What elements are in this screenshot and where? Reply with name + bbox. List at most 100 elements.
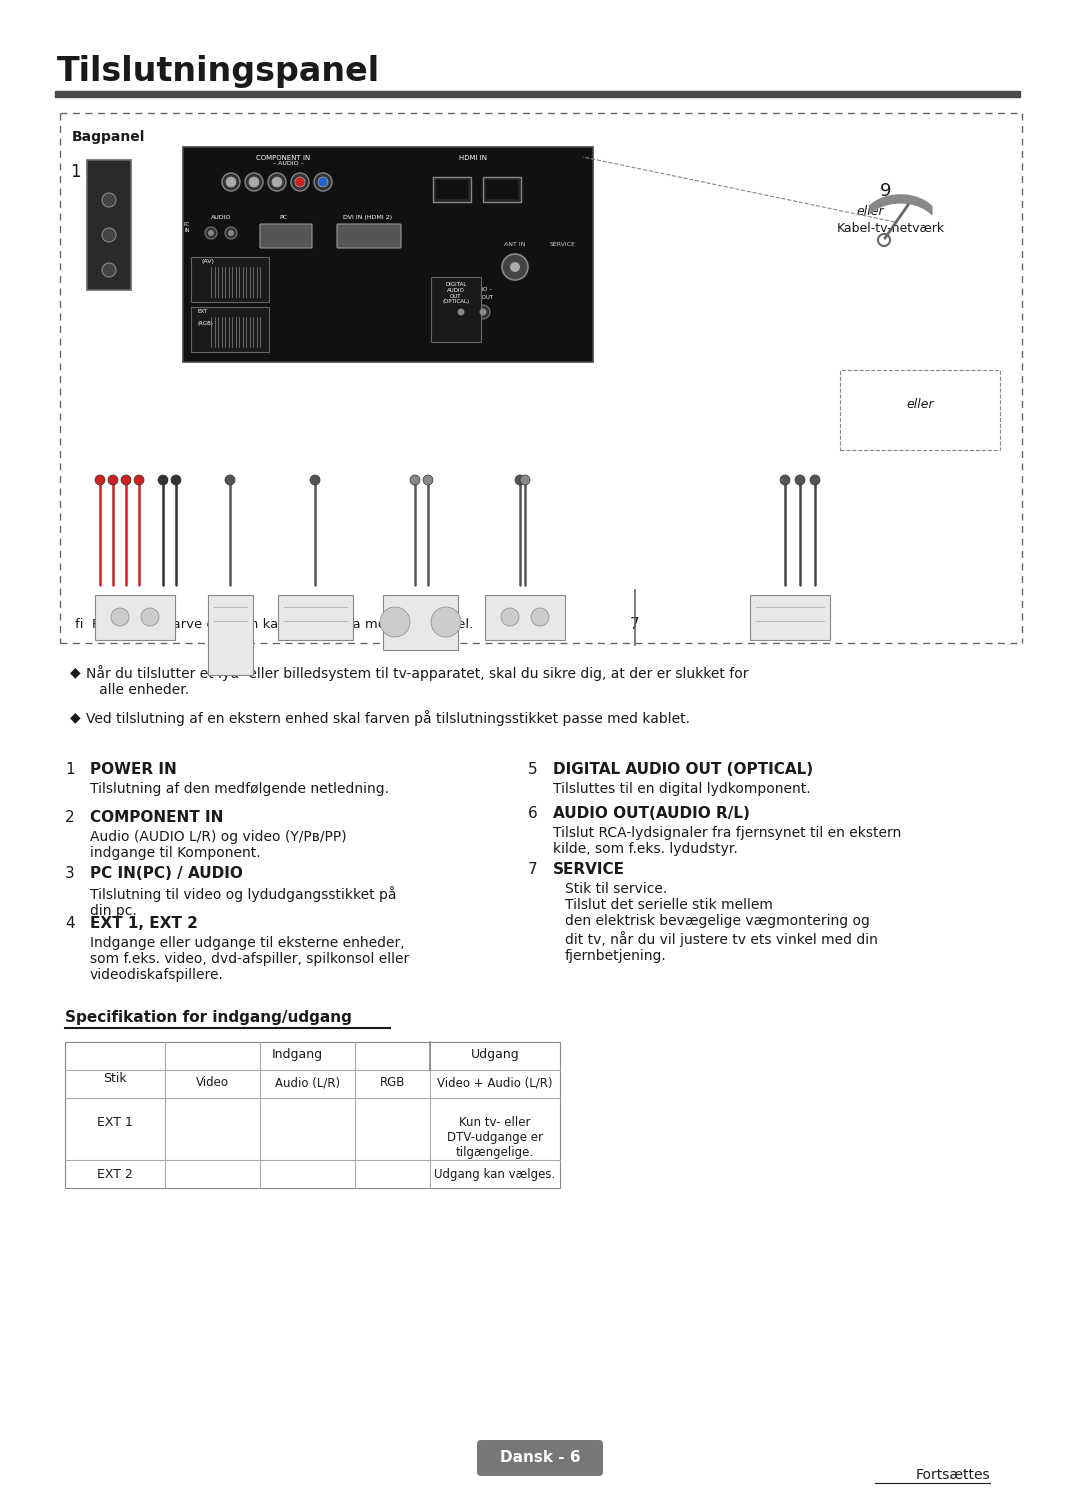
Text: Tilslutningspanel: Tilslutningspanel: [57, 55, 380, 88]
Text: Tilslutning til video og lydudgangsstikket på
din pc.: Tilslutning til video og lydudgangsstikk…: [90, 885, 396, 918]
Circle shape: [510, 262, 519, 272]
Text: PC IN(PC) / AUDIO: PC IN(PC) / AUDIO: [90, 866, 243, 881]
Bar: [65, 1042, 561, 1187]
Text: COMPONENT IN: COMPONENT IN: [256, 155, 310, 161]
Circle shape: [423, 475, 433, 485]
Text: ◆: ◆: [70, 665, 81, 679]
Text: EXT 1: EXT 1: [97, 1116, 133, 1129]
Text: DVI IN (HDMI 2): DVI IN (HDMI 2): [343, 214, 392, 220]
Text: Kun tv- eller
DTV-udgange er
tilgængelige.: Kun tv- eller DTV-udgange er tilgængelig…: [447, 1116, 543, 1159]
Text: Specifikation for indgang/udgang: Specifikation for indgang/udgang: [65, 1010, 352, 1025]
Circle shape: [141, 609, 159, 626]
Text: fi  Produktets farve og form kan variere fra model til model.: fi Produktets farve og form kan variere …: [75, 618, 473, 631]
Text: AUDIO: AUDIO: [211, 214, 231, 220]
Text: SERVICE: SERVICE: [550, 243, 576, 247]
Text: DIGITAL
AUDIO
OUT
(OPTICAL): DIGITAL AUDIO OUT (OPTICAL): [443, 283, 470, 305]
Text: Video + Audio (L/R): Video + Audio (L/R): [437, 1076, 553, 1089]
Text: SERVICE: SERVICE: [553, 862, 625, 876]
Text: 3: 3: [225, 618, 234, 632]
Text: Tilslut RCA-lydsignaler fra fjernsynet til en ekstern
kilde, som f.eks. lydudsty: Tilslut RCA-lydsignaler fra fjernsynet t…: [553, 826, 901, 856]
Text: Fortsættes: Fortsættes: [916, 1469, 990, 1482]
Text: EXT: EXT: [197, 310, 207, 314]
Text: 7: 7: [528, 862, 538, 876]
Text: Tilsluttes til en digital lydkomponent.: Tilsluttes til en digital lydkomponent.: [553, 783, 811, 796]
Text: Audio (L/R): Audio (L/R): [275, 1076, 340, 1089]
Text: 3: 3: [65, 866, 75, 881]
Text: – AUDIO –: – AUDIO –: [464, 287, 491, 292]
Circle shape: [795, 475, 805, 485]
Circle shape: [228, 231, 234, 237]
Text: (AV): (AV): [201, 259, 214, 263]
Circle shape: [268, 173, 286, 190]
Bar: [431, 277, 481, 342]
Text: PC
IN: PC IN: [184, 222, 190, 232]
Circle shape: [225, 228, 237, 240]
FancyBboxPatch shape: [260, 225, 312, 248]
Bar: [183, 147, 593, 362]
Text: 4: 4: [310, 618, 320, 632]
Circle shape: [454, 305, 468, 318]
Text: 4: 4: [65, 917, 75, 931]
Circle shape: [158, 475, 168, 485]
Text: AUDIO OUT(AUDIO R/L): AUDIO OUT(AUDIO R/L): [553, 806, 750, 821]
Text: Udgang: Udgang: [471, 1048, 519, 1061]
Text: 5: 5: [415, 618, 424, 632]
Circle shape: [102, 263, 116, 277]
Circle shape: [291, 173, 309, 190]
Circle shape: [410, 475, 420, 485]
Circle shape: [134, 475, 144, 485]
Circle shape: [111, 609, 129, 626]
Text: Kabel-tv-netværk: Kabel-tv-netværk: [837, 222, 945, 235]
Circle shape: [380, 607, 410, 637]
FancyBboxPatch shape: [337, 225, 401, 248]
Circle shape: [458, 308, 464, 315]
Circle shape: [431, 607, 461, 637]
Circle shape: [102, 228, 116, 243]
FancyBboxPatch shape: [477, 1440, 603, 1476]
Text: Indgang: Indgang: [272, 1048, 323, 1061]
Text: DIGITAL AUDIO OUT (OPTICAL): DIGITAL AUDIO OUT (OPTICAL): [553, 762, 813, 777]
Circle shape: [171, 475, 181, 485]
Text: Tilslutning af den medfølgende netledning.: Tilslutning af den medfølgende netlednin…: [90, 783, 389, 796]
Bar: [208, 595, 253, 676]
Text: Indgange eller udgange til eksterne enheder,
som f.eks. video, dvd-afspiller, sp: Indgange eller udgange til eksterne enhe…: [90, 936, 409, 982]
Bar: [483, 177, 521, 202]
Bar: [191, 307, 269, 353]
Circle shape: [310, 475, 320, 485]
Text: 6: 6: [528, 806, 538, 821]
Text: 7: 7: [631, 618, 639, 632]
Circle shape: [502, 254, 528, 280]
Circle shape: [225, 475, 235, 485]
Text: 8: 8: [785, 618, 795, 632]
Text: COMPONENT IN: COMPONENT IN: [90, 809, 224, 824]
Text: Udgang kan vælges.: Udgang kan vælges.: [434, 1168, 555, 1181]
Text: RGB: RGB: [380, 1076, 405, 1089]
Circle shape: [476, 305, 490, 318]
Text: ◆: ◆: [70, 710, 81, 725]
Text: 1: 1: [65, 762, 75, 777]
Text: (RGB): (RGB): [197, 321, 213, 326]
Bar: [436, 180, 468, 199]
Circle shape: [295, 177, 305, 187]
Bar: [486, 180, 518, 199]
Circle shape: [314, 173, 332, 190]
Circle shape: [95, 475, 105, 485]
Text: AUDIO OUT: AUDIO OUT: [462, 295, 494, 301]
Bar: [485, 595, 565, 640]
Text: 2: 2: [131, 618, 139, 632]
Text: Stik til service.
Tilslut det serielle stik mellem
den elektrisk bevægelige vægm: Stik til service. Tilslut det serielle s…: [565, 882, 878, 963]
Text: EXT 1, EXT 2: EXT 1, EXT 2: [90, 917, 198, 931]
Text: Stik: Stik: [104, 1071, 126, 1085]
Bar: [383, 595, 458, 650]
Text: 1: 1: [70, 164, 81, 182]
Text: Når du tilslutter et lyd- eller billedsystem til tv-apparatet, skal du sikre dig: Når du tilslutter et lyd- eller billedsy…: [86, 665, 748, 698]
Text: 5: 5: [528, 762, 538, 777]
Circle shape: [519, 475, 530, 485]
Bar: [278, 595, 353, 640]
Circle shape: [480, 308, 486, 315]
Text: Video: Video: [195, 1076, 229, 1089]
Text: ANT IN: ANT IN: [504, 243, 526, 247]
Text: Ved tilslutning af en ekstern enhed skal farven på tilslutningsstikket passe med: Ved tilslutning af en ekstern enhed skal…: [86, 710, 690, 726]
Circle shape: [810, 475, 820, 485]
Circle shape: [222, 173, 240, 190]
